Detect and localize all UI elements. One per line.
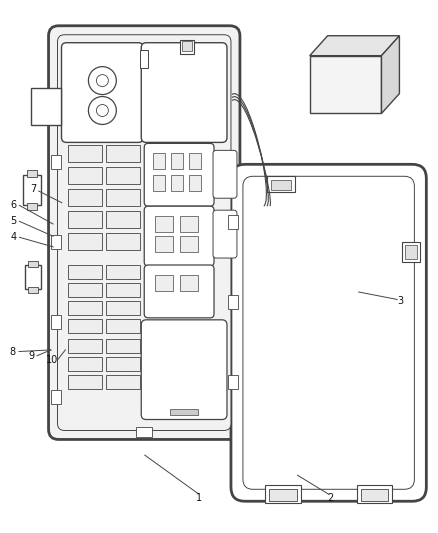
FancyBboxPatch shape	[231, 164, 426, 501]
Bar	[50, 155, 60, 169]
Text: 1: 1	[196, 492, 202, 503]
Bar	[136, 427, 152, 438]
Text: 9: 9	[28, 351, 34, 361]
Bar	[106, 357, 140, 370]
Bar	[269, 489, 297, 501]
Text: 4: 4	[11, 232, 17, 243]
Text: 8: 8	[10, 346, 15, 357]
Bar	[310, 55, 381, 114]
Bar	[68, 283, 102, 297]
Bar	[106, 319, 140, 333]
Bar	[68, 339, 102, 353]
Bar	[68, 146, 102, 163]
Bar	[182, 41, 192, 51]
FancyBboxPatch shape	[213, 150, 237, 198]
Bar	[27, 171, 37, 177]
Text: 7: 7	[30, 184, 36, 195]
Bar	[155, 275, 173, 291]
Bar	[68, 375, 102, 389]
Bar	[180, 40, 194, 54]
Bar	[106, 265, 140, 279]
Bar	[68, 211, 102, 228]
Bar	[170, 409, 198, 415]
Bar	[28, 287, 38, 293]
Bar	[360, 489, 389, 501]
FancyBboxPatch shape	[57, 35, 231, 431]
FancyBboxPatch shape	[213, 210, 237, 258]
Bar	[357, 486, 392, 503]
Bar	[106, 146, 140, 163]
Bar	[228, 215, 238, 229]
Bar	[68, 319, 102, 333]
Bar	[106, 211, 140, 228]
FancyBboxPatch shape	[144, 143, 214, 206]
Bar	[189, 175, 201, 191]
FancyBboxPatch shape	[61, 43, 143, 142]
Bar	[406, 245, 417, 259]
Polygon shape	[381, 36, 399, 114]
Text: 6: 6	[11, 200, 17, 211]
FancyBboxPatch shape	[141, 320, 227, 419]
Bar	[155, 236, 173, 252]
Bar	[68, 301, 102, 315]
Bar	[28, 261, 38, 267]
Text: 5: 5	[11, 216, 17, 227]
Bar	[403, 242, 420, 262]
Bar	[50, 315, 60, 329]
Bar	[25, 265, 41, 289]
Bar	[140, 50, 148, 68]
Bar	[106, 375, 140, 389]
Bar	[106, 339, 140, 353]
FancyBboxPatch shape	[144, 265, 214, 318]
Bar	[50, 235, 60, 249]
FancyBboxPatch shape	[49, 26, 240, 439]
Polygon shape	[310, 36, 399, 55]
Bar	[155, 216, 173, 232]
Bar	[171, 175, 183, 191]
Bar	[171, 154, 183, 169]
Bar	[106, 233, 140, 250]
Bar	[180, 216, 198, 232]
Bar	[68, 233, 102, 250]
Bar	[228, 375, 238, 389]
Bar	[31, 87, 60, 125]
Bar	[27, 203, 37, 210]
Bar	[106, 189, 140, 206]
Bar	[189, 154, 201, 169]
Text: 2: 2	[327, 492, 333, 503]
Bar	[106, 301, 140, 315]
FancyBboxPatch shape	[141, 43, 227, 142]
Bar	[180, 236, 198, 252]
Bar	[271, 180, 291, 190]
Text: 10: 10	[46, 355, 58, 365]
Text: 3: 3	[397, 296, 403, 306]
Bar	[180, 275, 198, 291]
Bar	[267, 176, 295, 192]
Bar	[106, 167, 140, 184]
Bar	[68, 167, 102, 184]
Bar	[228, 295, 238, 309]
Bar	[68, 265, 102, 279]
Bar	[50, 390, 60, 403]
Bar	[153, 175, 165, 191]
Bar	[265, 486, 301, 503]
FancyBboxPatch shape	[144, 206, 214, 266]
Bar	[68, 189, 102, 206]
Bar	[106, 283, 140, 297]
FancyBboxPatch shape	[243, 176, 414, 489]
Bar	[153, 154, 165, 169]
Bar	[23, 175, 41, 205]
Bar	[68, 357, 102, 370]
